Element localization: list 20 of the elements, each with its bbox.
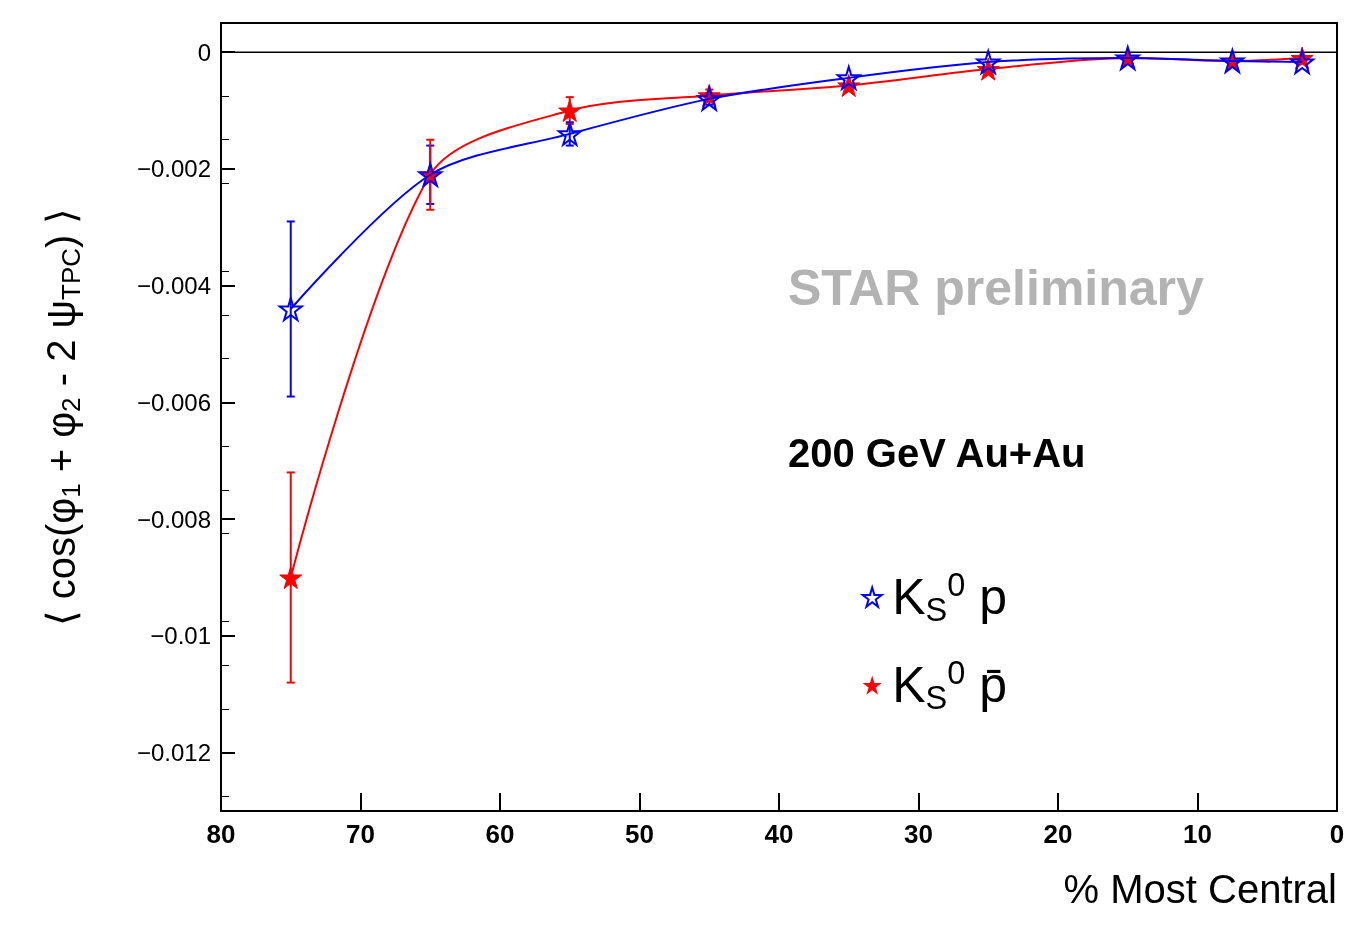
x-tick-label: 20 — [1043, 819, 1073, 849]
y-axis-title: ⟨ cos(φ1 + φ2 - 2 ψTPC) ⟩ — [39, 207, 86, 627]
y-tick-label: −0.01 — [150, 622, 211, 650]
x-tick-label: 70 — [346, 819, 375, 849]
y-tick-label: −0.004 — [136, 272, 211, 300]
x-tick-label: 80 — [206, 819, 236, 849]
x-tick-label: 10 — [1183, 819, 1212, 849]
x-tick-label: 50 — [625, 819, 654, 849]
y-tick-label: 0 — [197, 38, 211, 66]
x-axis-title: % Most Central — [1063, 867, 1337, 911]
y-tick-label: −0.012 — [136, 739, 211, 767]
y-tick-label: −0.006 — [136, 388, 211, 416]
annotation: 200 GeV Au+Au — [788, 431, 1086, 475]
y-tick-label: −0.002 — [136, 155, 211, 183]
y-tick-label: −0.008 — [136, 505, 211, 533]
x-tick-label: 60 — [485, 819, 515, 849]
annotation: STAR preliminary — [788, 260, 1205, 316]
x-tick-label: 0 — [1329, 819, 1345, 849]
x-tick-label: 40 — [764, 819, 794, 849]
x-tick-label: 30 — [904, 819, 933, 849]
